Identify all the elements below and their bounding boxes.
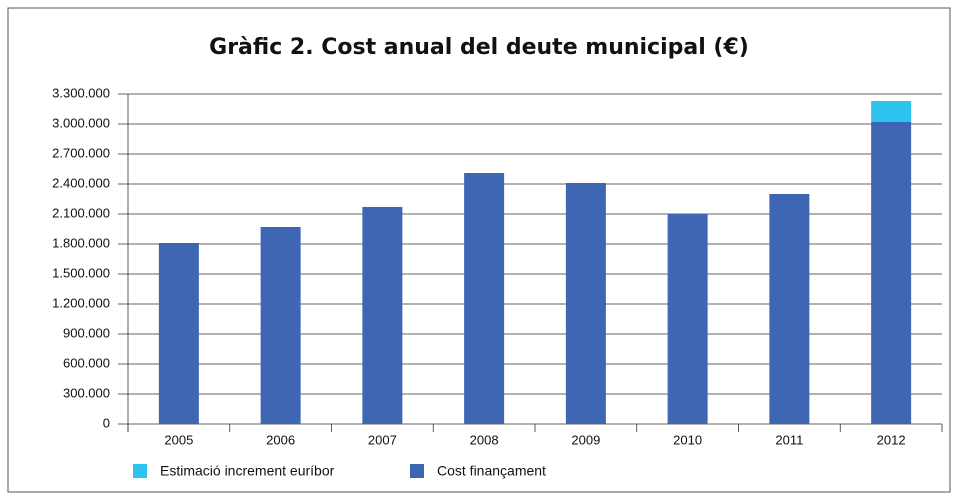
legend-label: Estimació increment euríbor [160, 463, 335, 479]
y-tick-label: 3.000.000 [52, 115, 110, 130]
y-tick-label: 1.500.000 [52, 265, 110, 280]
y-tick-label: 300.000 [63, 385, 110, 400]
bar [565, 183, 606, 424]
legend-swatch [410, 464, 424, 478]
bar [362, 207, 403, 424]
x-tick-label: 2008 [470, 432, 499, 447]
x-tick-label: 2007 [368, 432, 397, 447]
y-tick-label: 1.200.000 [52, 295, 110, 310]
y-tick-label: 2.400.000 [52, 175, 110, 190]
y-tick-label: 600.000 [63, 355, 110, 370]
y-tick-label: 3.300.000 [52, 85, 110, 100]
y-tick-label: 0 [103, 415, 110, 430]
y-tick-label: 2.100.000 [52, 205, 110, 220]
bar [871, 122, 912, 424]
bar [667, 214, 708, 424]
x-tick-label: 2010 [673, 432, 702, 447]
bar [464, 173, 505, 424]
y-tick-label: 2.700.000 [52, 145, 110, 160]
x-tick-label: 2011 [775, 432, 803, 447]
x-tick-label: 2012 [877, 432, 906, 447]
legend-swatch [133, 464, 147, 478]
x-tick-label: 2006 [266, 432, 295, 447]
x-tick-label: 2009 [571, 432, 600, 447]
y-tick-label: 900.000 [63, 325, 110, 340]
bar [769, 194, 810, 424]
bar [260, 227, 301, 424]
bar [158, 243, 199, 424]
bar [871, 101, 912, 122]
legend-label: Cost finançament [437, 463, 546, 479]
chart-title: Gràfic 2. Cost anual del deute municipal… [209, 35, 749, 60]
x-tick-label: 2005 [164, 432, 193, 447]
y-tick-label: 1.800.000 [52, 235, 110, 250]
